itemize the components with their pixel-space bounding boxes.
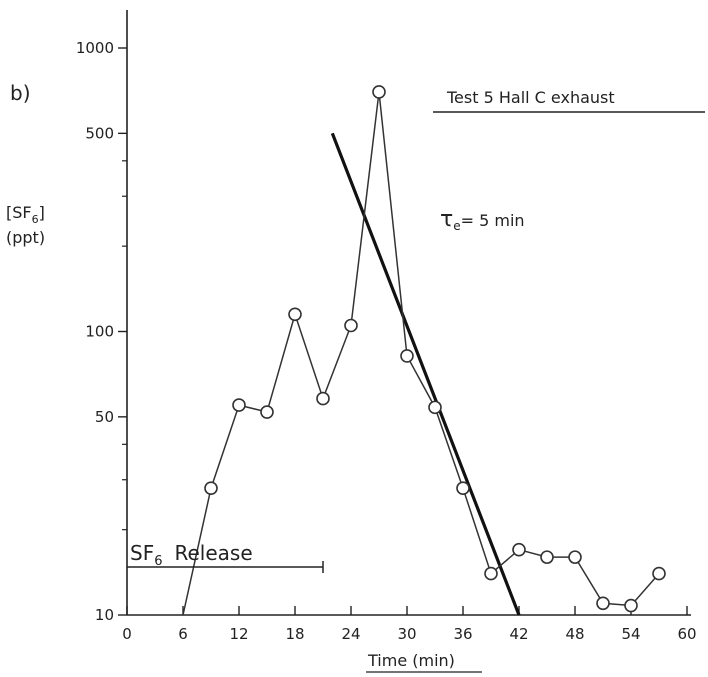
decay-sub: e: [453, 219, 460, 233]
data-point: [540, 550, 554, 564]
series-group: [182, 85, 666, 616]
x-tick-label: 48: [565, 625, 584, 643]
data-point: [400, 349, 414, 363]
panel-label: b): [10, 81, 31, 105]
data-point: [204, 481, 218, 496]
y-tick-label: 50: [95, 408, 114, 426]
data-point: [344, 318, 358, 333]
x-tick-label: 54: [621, 625, 640, 643]
x-tick-label: 30: [397, 625, 416, 643]
x-axis-label: Time (min): [367, 651, 455, 670]
y-tick-label: 1000: [76, 39, 114, 57]
release-main: SF: [130, 541, 154, 565]
series-line: [182, 91, 660, 616]
axes: 0 6 12 18 24 30 36 42 48 54 60 10 50 100 500 1000: [76, 10, 697, 643]
data-point: [372, 85, 386, 99]
data-point: [484, 566, 498, 581]
data-point: [596, 596, 610, 611]
data-point: [624, 598, 638, 613]
data-point: [232, 398, 246, 412]
fit-line-group: [330, 132, 521, 616]
data-point: [568, 550, 582, 564]
x-tick-label: 18: [285, 625, 304, 643]
y-tick-label: 10: [95, 606, 114, 624]
release-sub: 6: [154, 554, 162, 569]
release-annotation: SF6 Release: [130, 541, 253, 569]
y-axis-label: [SF6]: [6, 203, 45, 226]
y-axis-label-close: ]: [39, 203, 45, 222]
data-point: [260, 405, 274, 419]
x-tick-label: 6: [178, 625, 188, 643]
release-word: Release: [174, 541, 252, 565]
x-tick-label: 12: [229, 625, 248, 643]
x-tick-label: 0: [122, 625, 132, 643]
x-tick-label: 36: [453, 625, 472, 643]
x-tick-label: 60: [677, 625, 696, 643]
data-point: [652, 566, 666, 581]
decay-fit-line: [330, 132, 521, 616]
y-axis-label-main: [SF: [6, 203, 32, 222]
y-tick-label: 100: [85, 323, 114, 341]
data-point: [512, 542, 526, 557]
data-point: [456, 481, 470, 496]
y-axis-label-sub: 6: [32, 213, 39, 226]
data-point: [428, 400, 442, 415]
x-tick-label: 42: [509, 625, 528, 643]
chart-title: Test 5 Hall C exhaust: [446, 88, 615, 107]
data-point: [288, 307, 302, 322]
x-tick-label: 24: [341, 625, 360, 643]
y-axis-unit: (ppt): [6, 228, 45, 247]
decay-value: = 5 min: [461, 211, 525, 230]
decay-symbol: τ: [440, 207, 453, 232]
decay-time-annotation: τe= 5 min: [440, 207, 525, 233]
y-tick-label: 500: [85, 124, 114, 142]
data-point: [316, 391, 330, 406]
